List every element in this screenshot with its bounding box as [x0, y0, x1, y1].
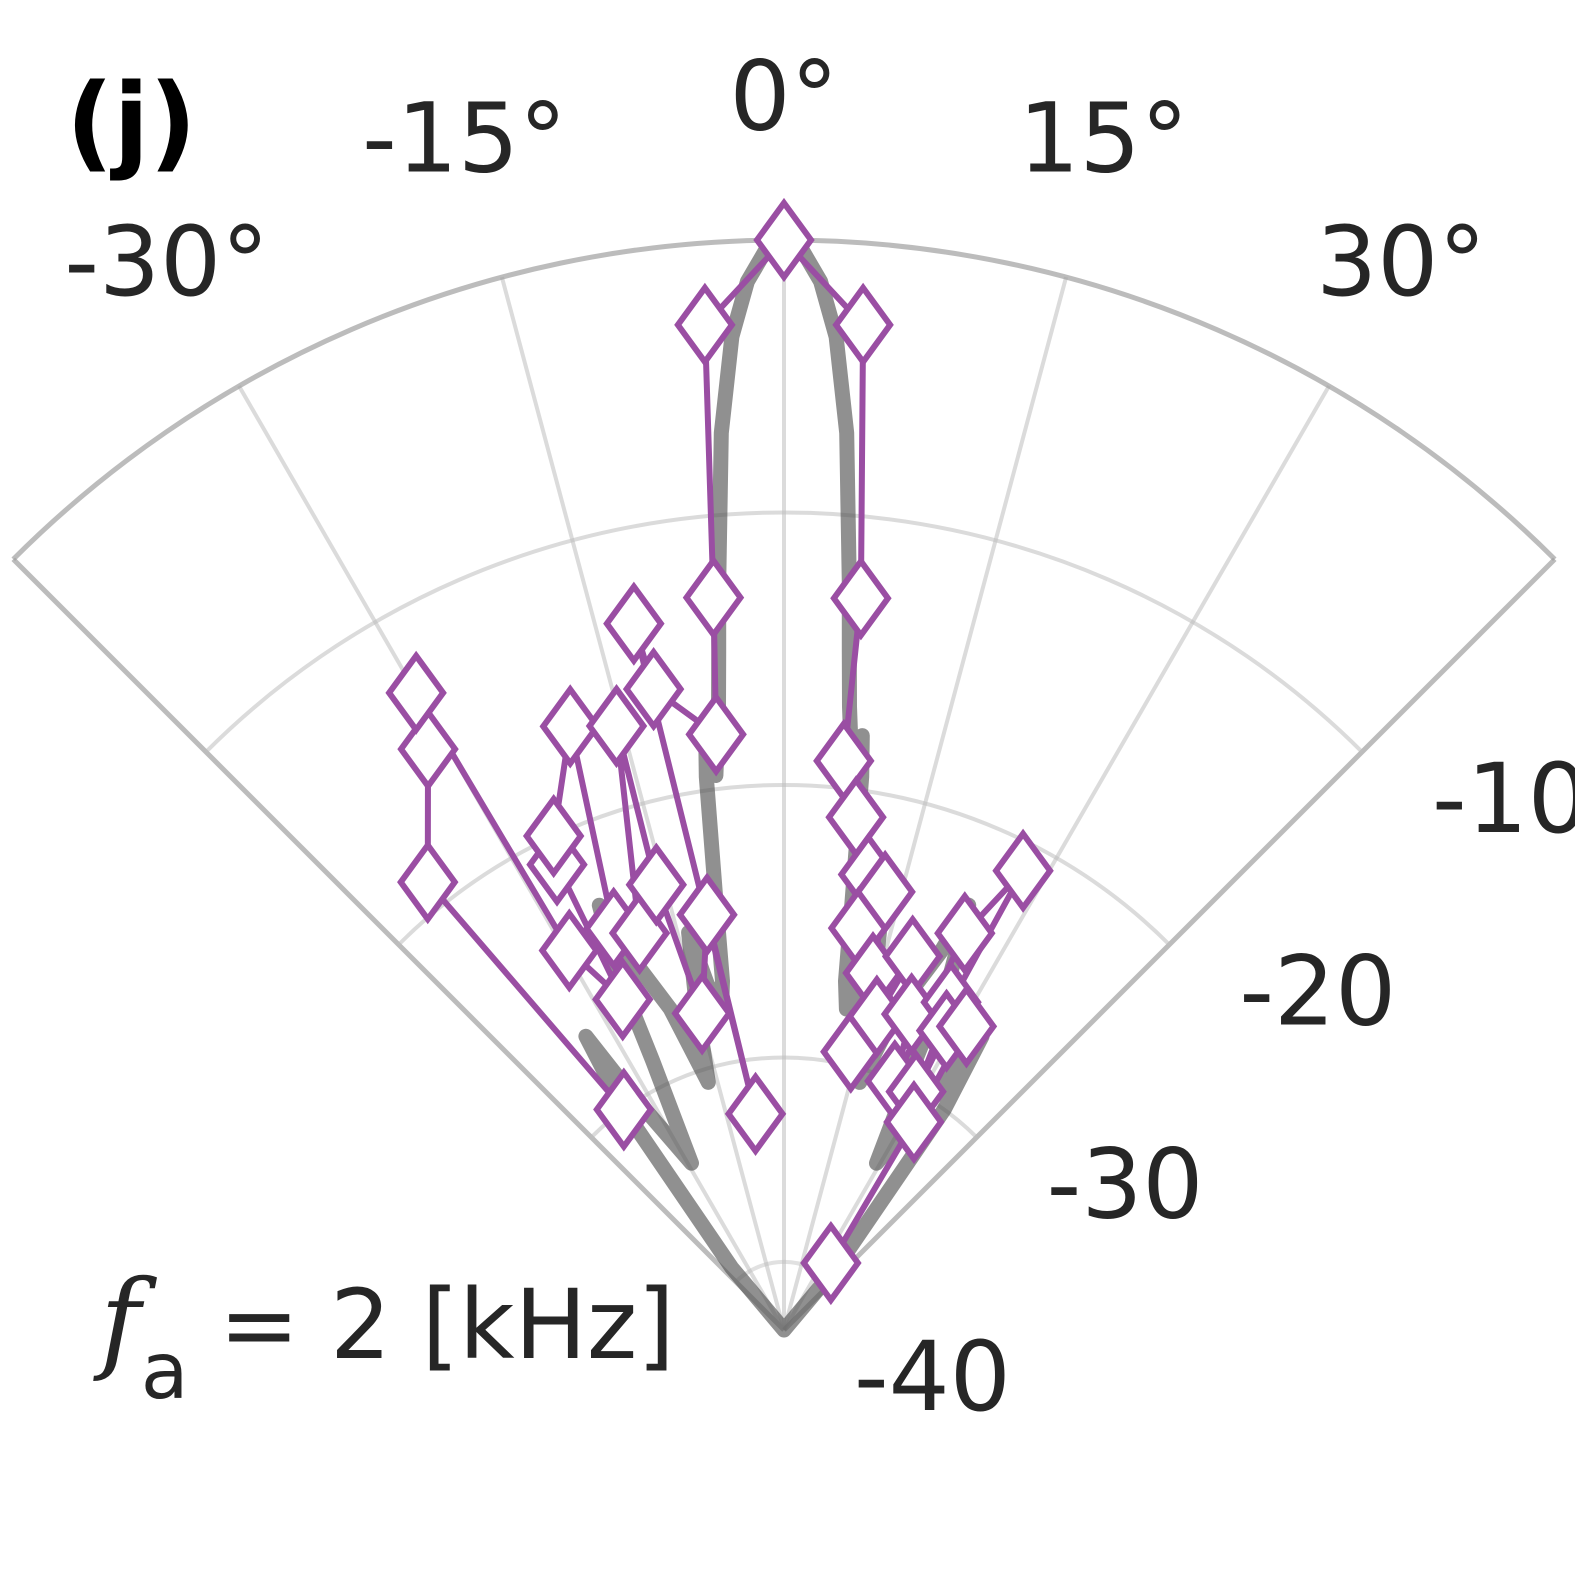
theta-tick-label: 30° [1316, 206, 1486, 318]
measured-point-marker [753, 197, 815, 283]
measured-point-marker [676, 872, 738, 957]
theta-tick-label: 0° [729, 41, 838, 153]
r-tick-label: -10 [1432, 743, 1575, 855]
polar-ring [397, 783, 1171, 947]
polar-grid [11, 237, 1557, 1332]
frequency-value: = 2 [kHz] [189, 1269, 675, 1381]
measured-point-marker [724, 1071, 787, 1156]
measured-point-marker [522, 793, 585, 879]
frequency-annotation: fa = 2 [kHz] [93, 1256, 675, 1417]
measured-point-marker [685, 692, 747, 777]
r-tick-label: -30 [1047, 1128, 1204, 1240]
chart-series [385, 197, 1054, 1338]
polar-ring [204, 510, 1364, 754]
measured-point-marker [592, 957, 654, 1042]
measured-point-marker [593, 1067, 655, 1152]
panel-label: (j) [66, 61, 197, 183]
measured-point-marker [674, 282, 736, 367]
measured-point-marker [854, 849, 916, 934]
frequency-subscript: a [141, 1327, 189, 1417]
measured-point-marker [682, 555, 745, 640]
r-tick-label: -40 [854, 1321, 1011, 1433]
r-tick-label: -20 [1239, 936, 1396, 1048]
measured-point-marker [934, 891, 996, 976]
measured-point-marker [385, 650, 447, 735]
measured-point-marker [585, 683, 648, 769]
measured-point-marker [800, 1220, 862, 1306]
measured-point-marker [832, 282, 894, 367]
theta-tick-label: 15° [1018, 83, 1188, 195]
theta-tick-label: -30° [64, 206, 269, 318]
measured-point-marker [622, 647, 685, 732]
measured-point-marker [935, 984, 998, 1069]
tick-labels: -30° -15° 0° 15° 30° -10 -20 -30 -40 [64, 41, 1575, 1433]
measured-point-marker [671, 971, 733, 1056]
measured-point-marker [883, 1079, 945, 1165]
theta-tick-label: -15° [362, 83, 567, 195]
measured-point-marker [538, 908, 601, 993]
measured-point-marker [830, 556, 892, 641]
measured-point-marker [397, 840, 459, 925]
measured-point-marker [539, 684, 601, 769]
measured-point-marker [625, 842, 688, 927]
measured-point-marker [992, 828, 1054, 913]
measured-point-marker [603, 581, 665, 666]
